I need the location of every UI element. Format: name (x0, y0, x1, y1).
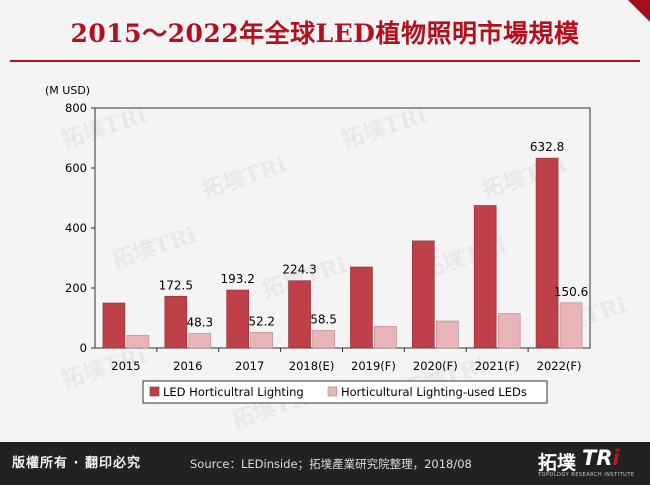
y-tick-label: 800 (65, 101, 87, 115)
x-tick-label: 2017 (235, 359, 264, 373)
legend-swatch-led-horticultural-lighting (149, 386, 160, 397)
x-tick-label: 2015 (111, 359, 140, 373)
footer: 版權所有 · 翻印必究 Source：LEDinside；拓墣產業研究院整理，2… (0, 442, 650, 485)
y-tick-label: 200 (65, 281, 87, 295)
copyright-notice: 版權所有 · 翻印必究 (12, 456, 141, 471)
page-title: 2015～2022年全球LED植物照明市場規模 (70, 19, 580, 48)
y-tick-label: 600 (65, 161, 87, 175)
data-label: 58.5 (310, 312, 337, 326)
bar-led-horticultural-lighting (102, 302, 126, 349)
x-tick-label: 2020(F) (413, 359, 458, 373)
bar-horticultural-leds (436, 320, 459, 349)
bar-horticultural-leds (250, 332, 273, 349)
bar-led-horticultural-lighting (350, 266, 373, 349)
source-note: Source：LEDinside；拓墣產業研究院整理，2018/08 (190, 457, 472, 471)
bar-led-horticultural-lighting (164, 295, 188, 349)
x-tick-label: 2016 (173, 359, 202, 373)
bar-led-horticultural-lighting (412, 240, 435, 349)
logo-tri: TRi (582, 446, 620, 470)
y-tick-label: 0 (80, 341, 87, 355)
bar-led-horticultural-lighting (473, 205, 497, 349)
legend-label-horticultural-leds: Horticultural Lighting-used LEDs (341, 385, 527, 399)
bar-horticultural-leds (559, 302, 583, 349)
x-tick-label: 2021(F) (475, 359, 520, 373)
data-label: 48.3 (186, 316, 213, 330)
legend-swatch-horticultural-leds (327, 386, 338, 397)
data-label: 172.5 (159, 278, 193, 292)
bar-led-horticultural-lighting (535, 157, 559, 349)
bar-horticultural-leds (497, 313, 521, 349)
bar-led-horticultural-lighting (288, 280, 311, 349)
data-label: 224.3 (282, 263, 316, 277)
logo-tagline: TOPOLOGY RESEARCH INSTITUTE (538, 472, 635, 478)
data-label: 632.8 (530, 140, 564, 154)
data-label: 150.6 (554, 285, 588, 299)
x-tick-label: 2022(F) (537, 359, 582, 373)
bar-horticultural-leds (312, 330, 335, 349)
x-tick-label: 2019(F) (351, 359, 396, 373)
bar-led-horticultural-lighting (226, 289, 249, 349)
x-tick-label: 2018(E) (289, 359, 335, 373)
title-underline (10, 60, 640, 62)
logo-chinese-name: 拓墣 (538, 452, 577, 474)
legend-label-led-horticultural-lighting: LED Horticultral Lighting (163, 385, 304, 399)
y-unit-label: (M USD) (45, 84, 90, 97)
bar-horticultural-leds (374, 326, 397, 349)
corner-accent (626, 0, 650, 24)
bar-horticultural-leds (126, 335, 150, 349)
data-label: 52.2 (248, 314, 275, 328)
tri-logo: 拓墣 TRi TOPOLOGY RESEARCH INSTITUTE (538, 446, 638, 482)
bar-horticultural-leds (188, 333, 212, 349)
logo-tri-main: TR (582, 446, 613, 470)
legend-box (142, 380, 548, 404)
y-tick-label: 400 (65, 221, 87, 235)
logo-tri-accent: i (612, 446, 620, 470)
data-label: 193.2 (221, 272, 255, 286)
bar-chart: 0 200 400 600 800 (M USD) 2015 2016 172.5 48.3 201… (45, 84, 591, 404)
